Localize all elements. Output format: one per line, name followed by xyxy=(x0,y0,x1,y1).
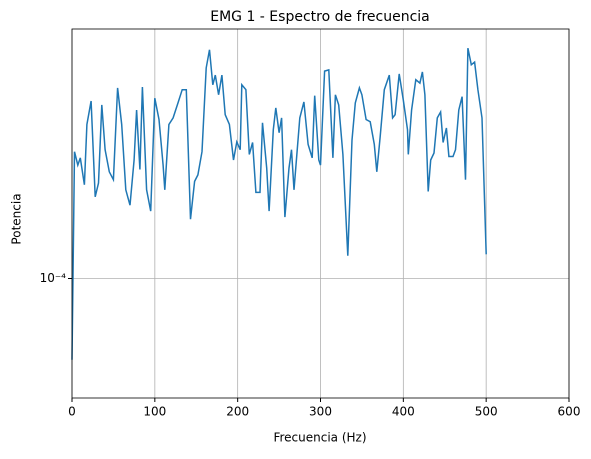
line-series xyxy=(71,47,487,360)
x-tick-label: 100 xyxy=(143,405,166,419)
y-tick-label: 10⁻⁴ xyxy=(40,271,67,285)
x-axis-label: Frecuencia (Hz) xyxy=(273,431,366,445)
x-tick-label: 300 xyxy=(309,405,332,419)
x-tick-label: 600 xyxy=(558,405,581,419)
x-tick-label: 200 xyxy=(226,405,249,419)
x-tick-label: 0 xyxy=(68,405,76,419)
chart-title: EMG 1 - Espectro de frecuencia xyxy=(210,9,430,25)
plot-frame xyxy=(71,28,570,399)
y-axis-label: Potencia xyxy=(10,193,24,244)
x-tick-label: 400 xyxy=(392,405,415,419)
x-tick-label: 500 xyxy=(475,405,498,419)
